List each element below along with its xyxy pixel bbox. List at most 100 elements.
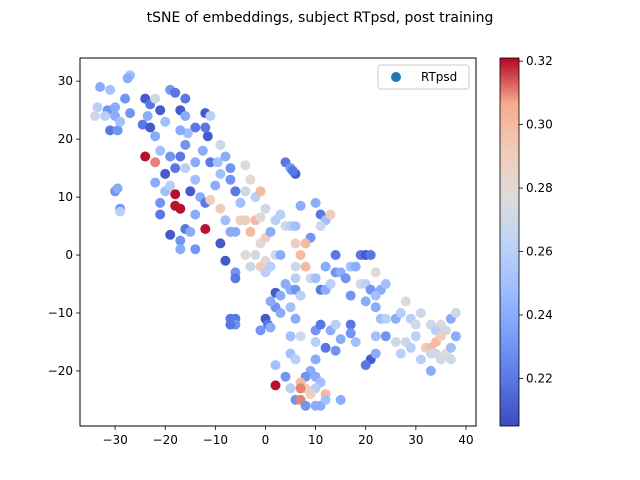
scatter-point: [255, 186, 266, 197]
scatter-point: [150, 131, 161, 142]
scatter-point: [185, 226, 196, 237]
scatter-point: [410, 331, 421, 342]
y-tick-label: 0: [65, 248, 73, 262]
scatter-point: [180, 163, 191, 174]
scatter-point: [240, 215, 251, 226]
scatter-point: [160, 168, 171, 179]
scatter-point: [275, 250, 286, 260]
scatter-point: [275, 308, 286, 318]
scatter-point: [270, 215, 281, 226]
scatter-point: [245, 261, 256, 272]
scatter-point: [90, 111, 100, 121]
scatter-point: [290, 273, 301, 284]
y-tick-label: 20: [58, 132, 73, 146]
scatter-point: [295, 200, 306, 211]
scatter-point: [295, 250, 306, 260]
scatter-point: [305, 389, 316, 400]
scatter-point: [380, 279, 391, 289]
scatter-point: [415, 354, 426, 365]
scatter-point: [225, 163, 236, 174]
scatter-point: [205, 157, 216, 168]
scatter-point: [112, 125, 123, 136]
x-tick-label: 20: [358, 433, 373, 447]
scatter-point: [370, 348, 381, 359]
colorbar-gradient: [500, 58, 519, 426]
scatter-point: [245, 174, 256, 185]
scatter-point: [230, 226, 241, 237]
scatter-point: [230, 273, 241, 284]
scatter-point: [205, 111, 216, 121]
scatter-point: [175, 203, 186, 214]
scatter-points: [90, 70, 461, 411]
x-tick-label: −20: [153, 433, 178, 447]
legend-marker: [391, 72, 401, 82]
scatter-point: [230, 186, 241, 197]
scatter-point: [210, 180, 221, 191]
scatter-point: [260, 203, 271, 214]
scatter-point: [275, 290, 286, 301]
scatter-point: [445, 354, 456, 365]
scatter-point: [100, 111, 111, 121]
scatter-point: [245, 226, 256, 237]
scatter-point: [240, 160, 251, 171]
colorbar-tick-label: 0.22: [526, 371, 553, 385]
x-tick-label: 40: [458, 433, 473, 447]
colorbar-ticks: 0.22 0.24 0.26 0.28 0.30 0.32: [519, 54, 553, 385]
scatter-point: [240, 186, 251, 197]
scatter-point: [345, 319, 356, 330]
scatter-point: [220, 151, 231, 162]
colorbar-tick-label: 0.32: [526, 54, 553, 68]
scatter-point: [115, 206, 126, 217]
scatter-point: [370, 331, 381, 342]
scatter-point: [105, 125, 116, 136]
scatter-point: [165, 151, 176, 162]
colorbar-tick-label: 0.28: [526, 181, 553, 195]
colorbar-frame: [499, 57, 520, 427]
legend: RTpsd: [377, 64, 470, 90]
scatter-point: [370, 267, 381, 278]
scatter-point: [212, 157, 223, 168]
scatter-point: [150, 177, 161, 188]
y-axis: −20 −10 0 10 20 30: [48, 74, 80, 378]
scatter-point: [145, 122, 156, 133]
scatter-point: [200, 224, 211, 234]
scatter-point: [155, 105, 166, 116]
scatter-point: [265, 226, 276, 237]
scatter-point: [350, 261, 361, 272]
scatter-point: [310, 337, 321, 347]
scatter-point: [295, 331, 306, 342]
scatter-point: [350, 337, 361, 347]
scatter-point: [215, 203, 226, 214]
colorbar-tick-label: 0.30: [526, 118, 553, 132]
x-tick-label: 10: [308, 433, 323, 447]
scatter-point: [150, 93, 161, 104]
scatter-point: [325, 279, 336, 289]
scatter-point: [150, 157, 161, 168]
scatter-point: [340, 273, 351, 284]
scatter-point: [105, 84, 116, 95]
scatter-point: [450, 308, 461, 318]
x-tick-label: −10: [203, 433, 228, 447]
scatter-point: [190, 157, 201, 168]
x-tick-label: 0: [262, 433, 270, 447]
scatter-point: [115, 116, 126, 127]
scatter-point: [175, 125, 186, 136]
scatter-point: [265, 296, 276, 307]
colorbar-tick-label: 0.26: [526, 245, 553, 259]
scatter-point: [255, 212, 266, 223]
scatter-point: [290, 313, 301, 324]
plot-frame: [79, 57, 477, 427]
scatter-point: [180, 93, 191, 104]
scatter-point: [288, 166, 298, 176]
scatter-point: [345, 290, 356, 301]
scatter-point: [235, 197, 246, 208]
scatter-point: [175, 235, 186, 246]
scatter-point: [330, 250, 341, 260]
scatter-point: [170, 87, 181, 98]
scatter-point: [300, 261, 311, 272]
scatter-point: [160, 116, 171, 127]
scatter-point: [137, 119, 148, 130]
scatter-point: [170, 189, 181, 200]
scatter-point: [215, 238, 226, 249]
scatter-point: [190, 244, 201, 255]
